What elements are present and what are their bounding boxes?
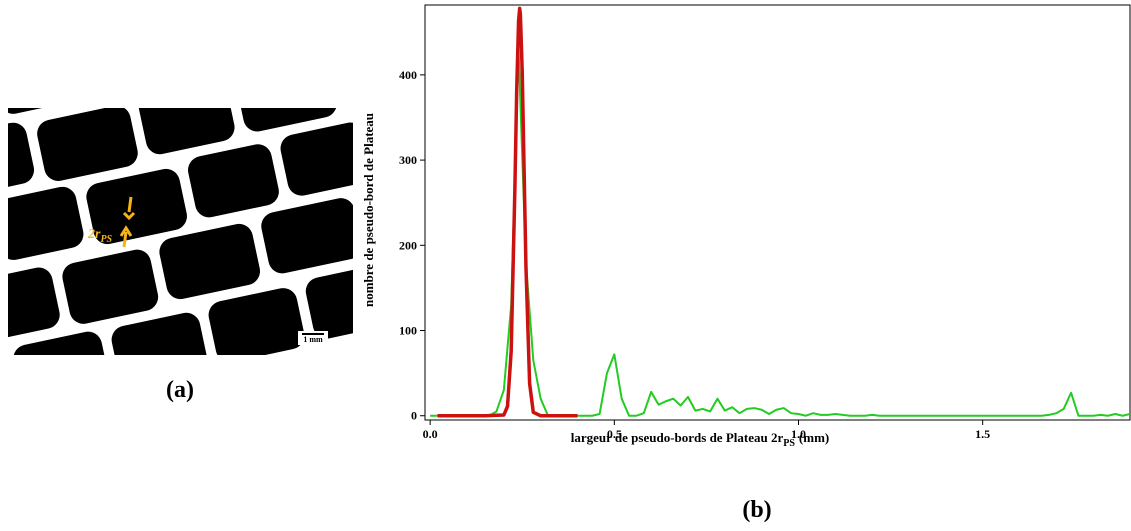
x-axis-label: largeur de pseudo-bords de Plateau 2rPS (… <box>571 430 829 449</box>
x-tick-label: 1.5 <box>975 427 990 441</box>
x-tick-label: 0.5 <box>607 427 622 441</box>
y-tick-label: 0 <box>411 409 417 423</box>
series-line <box>437 6 578 418</box>
y-axis-label: nombre de pseudo-bord de Plateau <box>361 113 376 307</box>
x-label-sub: PS <box>783 438 795 449</box>
annotation-sub: PS <box>100 234 112 245</box>
panel-label: (b) <box>742 497 771 523</box>
scale-bar: 1 mm <box>303 335 323 344</box>
x-tick-label: 0.0 <box>423 427 438 441</box>
y-tick-label: 200 <box>399 238 417 252</box>
x-label-text: largeur de pseudo-bords de Plateau 2r <box>571 430 784 445</box>
x-tick-label: 1.0 <box>791 427 806 441</box>
annotation: 2rPS <box>87 227 113 245</box>
y-tick-label: 400 <box>399 68 417 82</box>
y-tick-label: 100 <box>399 324 417 338</box>
x-label-unit: (mm) <box>799 430 829 445</box>
y-tick-label: 300 <box>399 153 417 167</box>
plot-area <box>430 6 1130 418</box>
foam-image: 2rPS 1 mm <box>8 108 353 355</box>
annotation-text: 2r <box>87 227 101 242</box>
series-line <box>430 48 1130 417</box>
plot-frame <box>424 4 1131 421</box>
panel-label: (a) <box>166 377 194 403</box>
